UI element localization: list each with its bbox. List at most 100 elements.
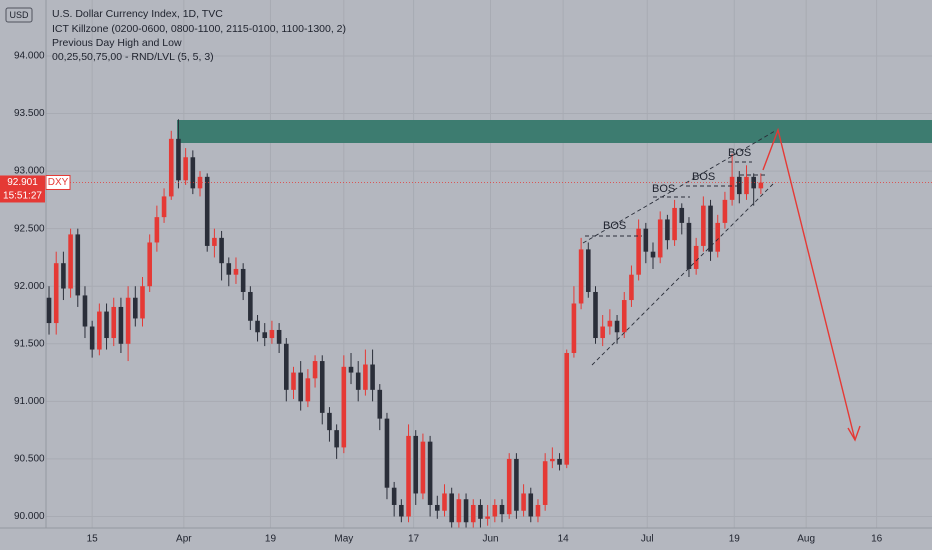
y-tick-label: 93.000 (14, 166, 45, 177)
candle-body (521, 493, 526, 511)
candle-body (197, 176, 203, 189)
candle-body (204, 176, 210, 246)
candle-body (384, 418, 390, 488)
candle-body (621, 300, 627, 333)
candle-body (61, 263, 66, 289)
indicator: Previous Day High and Low (52, 37, 182, 49)
candle-body (578, 249, 584, 304)
candle-body (499, 504, 505, 515)
candle-body (111, 306, 117, 339)
candle-body (557, 458, 562, 465)
candle-body (722, 199, 728, 223)
channel-lower (591, 183, 774, 366)
candle-body (456, 499, 462, 523)
candle-body (485, 516, 490, 519)
candle-body (535, 504, 541, 517)
candle-body (363, 364, 368, 390)
y-tick-label: 91.500 (14, 338, 45, 349)
x-tick-label: 15 (87, 534, 99, 545)
candle-body (758, 182, 764, 189)
candle-body (284, 343, 289, 390)
candle-body (614, 320, 620, 333)
arrow-head (847, 425, 861, 442)
candle-body (636, 228, 641, 275)
candle-body (147, 242, 152, 287)
chart-title: U.S. Dollar Currency Index, 1D, TVC (52, 8, 223, 20)
bos-label: BOS (603, 220, 626, 232)
candle-body (298, 372, 303, 402)
countdown-badge (0, 189, 45, 203)
structure-lines (582, 130, 776, 366)
candle-body (161, 196, 167, 218)
candle-body (744, 176, 749, 195)
candle-body (269, 329, 275, 339)
candle-body (140, 286, 145, 319)
candle-body (75, 234, 81, 296)
last-price-label: 92.901 (7, 177, 38, 188)
candle-body (89, 326, 95, 350)
candle-body (492, 504, 498, 517)
y-tick-label: 90.500 (14, 454, 45, 465)
candle-body (435, 504, 440, 511)
symbol-badge: USD (9, 10, 29, 20)
candle-body (506, 458, 512, 515)
candle-body (470, 504, 476, 523)
candle-body (751, 176, 756, 189)
candle-body (46, 297, 52, 324)
arrow-path (762, 127, 856, 441)
candle-body (650, 251, 656, 258)
y-tick-label: 91.000 (14, 396, 45, 407)
candle-body (391, 487, 397, 505)
grid (46, 0, 932, 528)
candle-body (312, 361, 318, 379)
candle-body (600, 326, 605, 339)
candle-body (341, 366, 347, 448)
candle-body (183, 157, 188, 181)
x-tick-label: 16 (871, 534, 883, 545)
x-tick-label: Jun (482, 534, 498, 545)
time-axis (0, 528, 932, 550)
candle-body (629, 274, 634, 301)
candle-body (643, 228, 649, 252)
candle-body (248, 291, 253, 321)
x-tick-label: Apr (176, 534, 192, 545)
channel-upper (582, 130, 776, 244)
candle-body (219, 237, 224, 264)
candle-body (665, 219, 670, 241)
candle-body (708, 205, 713, 252)
bos-label: BOS (692, 171, 715, 183)
candle-body (701, 205, 706, 246)
candle-body (82, 295, 88, 327)
x-tick-label: 14 (558, 534, 570, 545)
candle-body (255, 320, 260, 333)
candle-body (442, 493, 447, 511)
x-tick-label: 19 (729, 534, 741, 545)
candle-body (133, 297, 138, 319)
candle-body (427, 441, 433, 505)
candle-body (327, 412, 332, 431)
candle-body (679, 207, 685, 223)
candle-body (319, 361, 325, 413)
ticker: DXY (48, 177, 69, 188)
indicator: 00,25,50,75,00 - RND/LVL (5, 5, 3) (52, 51, 214, 63)
candle-body (449, 493, 454, 523)
candle-body (104, 311, 109, 339)
countdown: 15:51:27 (3, 191, 42, 202)
candle-body (571, 303, 577, 353)
candle-body (233, 268, 239, 275)
y-tick-label: 92.500 (14, 223, 45, 234)
x-tick-label: May (334, 534, 353, 545)
bos-label: BOS (652, 183, 675, 195)
candle-body (262, 332, 268, 339)
candle-body (672, 207, 677, 241)
x-tick-label: Jul (641, 534, 654, 545)
candle-body (528, 493, 534, 517)
candle-body (190, 157, 196, 189)
candle-body (97, 311, 102, 350)
candle-body (348, 366, 354, 373)
candle-body (463, 499, 469, 523)
candle-body (657, 219, 663, 258)
candle-body (564, 352, 570, 465)
